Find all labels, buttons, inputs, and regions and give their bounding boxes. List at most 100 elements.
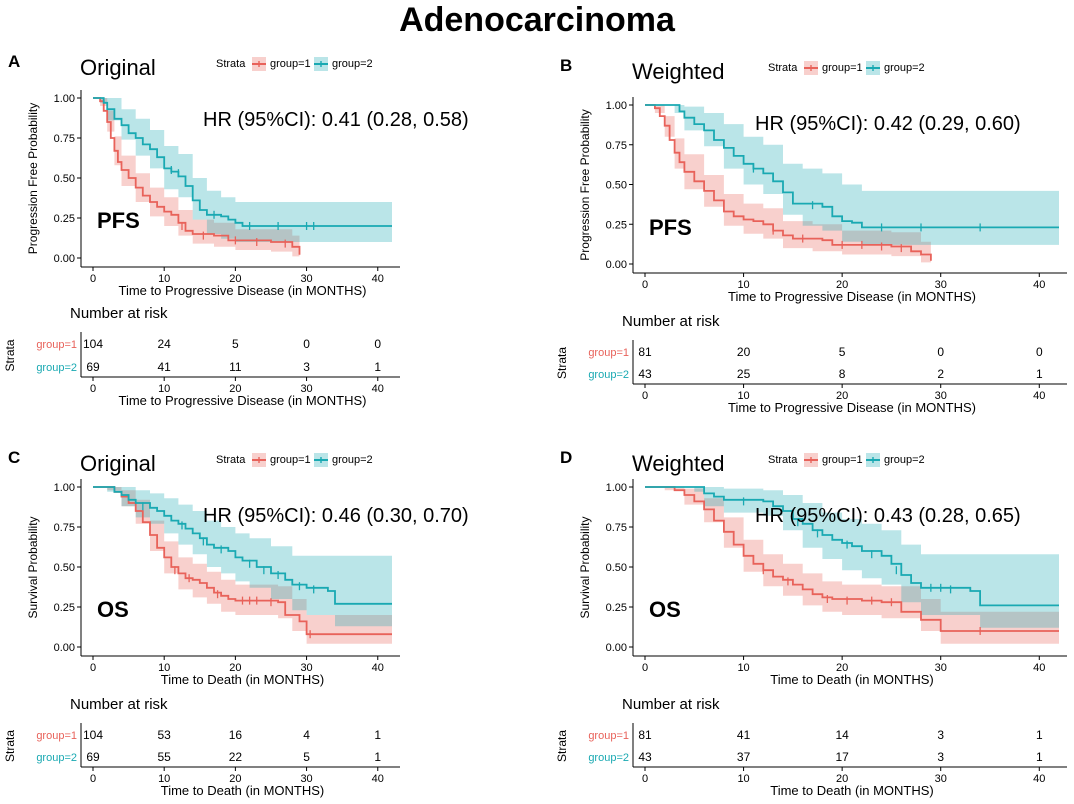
x-tick-label: 40	[372, 662, 384, 674]
panel-label: C	[8, 448, 20, 467]
x-tick-label: 10	[737, 662, 749, 674]
legend-label-2: group=2	[884, 454, 925, 466]
x-tick-label: 20	[229, 273, 241, 285]
risk-count: 37	[737, 750, 751, 764]
x-axis-title: Time to Death (in MONTHS)	[770, 672, 934, 687]
risk-count: 25	[737, 367, 751, 381]
hazard-ratio-label: HR (95%CI): 0.46 (0.30, 0.70)	[203, 505, 469, 527]
x-tick-label: 30	[300, 662, 312, 674]
risk-group-label-2: group=2	[36, 362, 77, 374]
risk-count: 69	[86, 360, 100, 374]
risk-count: 5	[303, 750, 310, 764]
risk-count: 17	[835, 750, 849, 764]
endpoint-label: PFS	[649, 215, 692, 240]
hazard-ratio-label: HR (95%CI): 0.41 (0.28, 0.58)	[203, 109, 469, 131]
risk-group-label-1: group=1	[36, 730, 77, 742]
ci-band-group-1	[645, 105, 931, 264]
risk-x-tick-label: 0	[90, 773, 96, 785]
y-axis-title: Progression Free Probability	[578, 109, 592, 260]
y-tick-label: 1.00	[54, 482, 75, 494]
risk-count: 2	[937, 367, 944, 381]
panel-b: B Weighted Strata group=1 group=2 0.00 0.25 0.5…	[555, 56, 1067, 415]
km-curve-group-1	[645, 104, 932, 261]
km-curve-group-1	[93, 486, 392, 636]
x-tick-label: 0	[90, 273, 96, 285]
legend-label-1: group=1	[822, 454, 863, 466]
km-curve-group-2	[93, 97, 392, 227]
risk-count: 22	[229, 750, 243, 764]
risk-x-tick-label: 30	[935, 773, 947, 785]
panel-subtitle: Original	[80, 451, 156, 476]
risk-count: 0	[1036, 345, 1043, 359]
x-axis-title: Time to Progressive Disease (in MONTHS)	[118, 283, 366, 298]
panel-subtitle: Original	[80, 55, 156, 80]
risk-group-label-1: group=1	[36, 339, 77, 351]
y-axis-title: Survival Probability	[578, 516, 592, 618]
risk-group-label-2: group=2	[588, 369, 629, 381]
risk-x-tick-label: 0	[642, 773, 648, 785]
legend-label-2: group=2	[332, 58, 373, 70]
risk-group-label-1: group=1	[588, 347, 629, 359]
risk-strata-label: Strata	[3, 339, 17, 371]
panel-label: A	[8, 52, 20, 71]
risk-count: 104	[83, 728, 103, 742]
risk-count: 3	[303, 360, 310, 374]
legend-title: Strata	[768, 454, 798, 466]
x-tick-label: 40	[1033, 279, 1045, 291]
risk-count: 3	[937, 750, 944, 764]
km-curve-group-2	[93, 486, 392, 605]
risk-x-tick-label: 30	[300, 773, 312, 785]
km-curve-group-1	[93, 97, 301, 255]
y-tick-label: 1.00	[606, 482, 627, 494]
legend-title: Strata	[216, 454, 246, 466]
risk-group-label-2: group=2	[36, 752, 77, 764]
risk-count: 4	[303, 728, 310, 742]
risk-strata-label: Strata	[3, 730, 17, 762]
y-tick-label: 0.75	[54, 522, 75, 534]
panel-a: A Original Strata group=1 group=2 0.00 0.25 0.5…	[3, 52, 469, 408]
ci-band-group-2	[645, 105, 1059, 249]
legend-label-1: group=1	[270, 58, 311, 70]
risk-table-title: Number at risk	[622, 313, 720, 330]
risk-count: 5	[839, 345, 846, 359]
risk-x-tick-label: 30	[300, 383, 312, 395]
endpoint-label: OS	[649, 597, 681, 622]
y-tick-label: 0.50	[606, 180, 627, 192]
km-curve-group-1	[645, 486, 1059, 632]
risk-x-tick-label: 10	[158, 383, 170, 395]
risk-x-tick-label: 20	[229, 383, 241, 395]
x-tick-label: 10	[158, 273, 170, 285]
risk-x-tick-label: 20	[229, 773, 241, 785]
risk-count: 0	[374, 337, 381, 351]
x-tick-label: 10	[737, 279, 749, 291]
risk-x-tick-label: 0	[90, 383, 96, 395]
x-tick-label: 0	[90, 662, 96, 674]
risk-count: 81	[638, 728, 652, 742]
legend-label-1: group=1	[822, 62, 863, 74]
risk-x-axis-title: Time to Death (in MONTHS)	[770, 783, 934, 798]
risk-x-tick-label: 40	[1033, 773, 1045, 785]
legend-label-2: group=2	[332, 454, 373, 466]
risk-x-tick-label: 40	[372, 773, 384, 785]
x-tick-label: 20	[836, 662, 848, 674]
risk-x-tick-label: 10	[158, 773, 170, 785]
risk-table-title: Number at risk	[70, 305, 168, 322]
risk-group-label-1: group=1	[588, 730, 629, 742]
risk-count: 20	[737, 345, 751, 359]
risk-count: 81	[638, 345, 652, 359]
risk-strata-label: Strata	[555, 730, 569, 762]
y-tick-label: 0.50	[606, 562, 627, 574]
endpoint-label: OS	[97, 597, 129, 622]
legend-title: Strata	[216, 58, 246, 70]
risk-count: 1	[374, 728, 381, 742]
ci-band-group-1	[93, 487, 392, 646]
figure-title: Adenocarcinoma	[399, 1, 675, 39]
y-tick-label: 0.25	[54, 213, 75, 225]
risk-count: 1	[374, 750, 381, 764]
risk-strata-label: Strata	[555, 347, 569, 379]
x-axis-title: Time to Death (in MONTHS)	[161, 672, 325, 687]
x-tick-label: 0	[642, 279, 648, 291]
risk-count: 14	[835, 728, 849, 742]
ci-band-group-1	[645, 487, 1059, 644]
